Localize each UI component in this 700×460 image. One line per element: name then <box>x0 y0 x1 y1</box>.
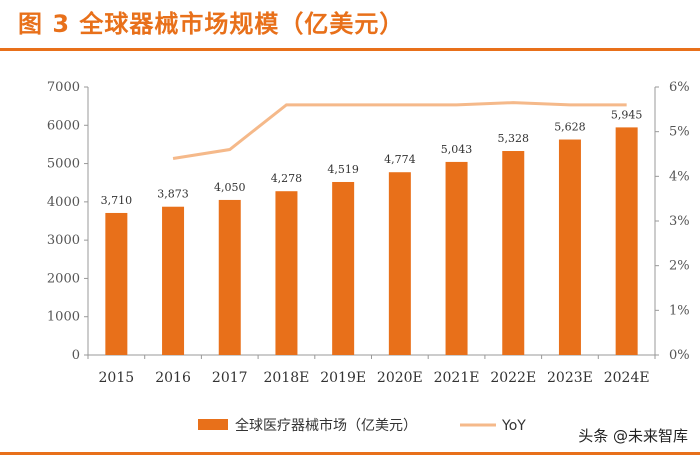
y-tick-label-right: 5% <box>669 125 690 140</box>
y-tick-label-left: 3000 <box>47 233 80 248</box>
bar <box>105 212 128 355</box>
legend-label-yoy: YoY <box>501 418 526 434</box>
x-tick-label: 2024E <box>604 370 650 386</box>
x-tick-label: 2018E <box>264 370 310 386</box>
bar <box>332 181 355 355</box>
title-divider <box>0 48 700 51</box>
bar-data-label: 4,050 <box>214 181 246 194</box>
bar-data-label: 5,043 <box>441 143 473 156</box>
bar <box>162 206 185 355</box>
y-tick-label-left: 1000 <box>47 310 80 325</box>
bar <box>388 172 411 355</box>
y-tick-label-left: 4000 <box>47 195 80 210</box>
x-tick-label: 2020E <box>377 370 423 386</box>
y-tick-label-left: 6000 <box>47 118 80 133</box>
bar-data-label: 4,278 <box>271 172 303 185</box>
y-tick-label-right: 4% <box>669 169 690 184</box>
bar-data-label: 3,710 <box>101 194 133 207</box>
y-tick-label-right: 2% <box>669 259 690 274</box>
y-tick-label-left: 2000 <box>47 271 80 286</box>
y-tick-label-right: 1% <box>669 303 690 318</box>
legend-label-bars: 全球医疗器械市场（亿美元） <box>235 417 417 434</box>
x-tick-label: 2015 <box>99 370 135 386</box>
x-tick-label: 2022E <box>490 370 536 386</box>
bar-data-label: 3,873 <box>157 188 189 201</box>
legend-swatch-bars <box>198 419 228 430</box>
x-tick-label: 2021E <box>434 370 480 386</box>
bar-data-label: 5,328 <box>498 132 530 145</box>
y-tick-label-right: 6% <box>669 80 690 95</box>
bar <box>615 127 638 356</box>
bar-data-label: 5,628 <box>554 121 586 134</box>
bar <box>502 151 525 355</box>
figure-title: 图 3 全球器械市场规模（亿美元） <box>18 10 405 38</box>
bar <box>275 191 298 355</box>
bar-data-label: 4,774 <box>384 153 416 166</box>
bar <box>218 199 241 355</box>
y-tick-label-right: 3% <box>669 214 690 229</box>
bar <box>445 161 468 355</box>
x-tick-label: 2023E <box>547 370 593 386</box>
y-tick-label-right: 0% <box>669 348 690 363</box>
bar-data-label: 5,945 <box>611 108 643 121</box>
y-tick-label-left: 5000 <box>47 157 80 172</box>
watermark: 头条 @未来智库 <box>578 427 688 445</box>
x-tick-label: 2016 <box>155 370 191 386</box>
bar-data-label: 4,519 <box>327 163 359 176</box>
bottom-divider <box>0 452 700 455</box>
y-tick-label-left: 0 <box>72 348 80 363</box>
x-tick-label: 2019E <box>320 370 366 386</box>
y-tick-label-left: 7000 <box>47 80 80 95</box>
x-tick-label: 2017 <box>212 370 248 386</box>
bar <box>558 139 581 355</box>
